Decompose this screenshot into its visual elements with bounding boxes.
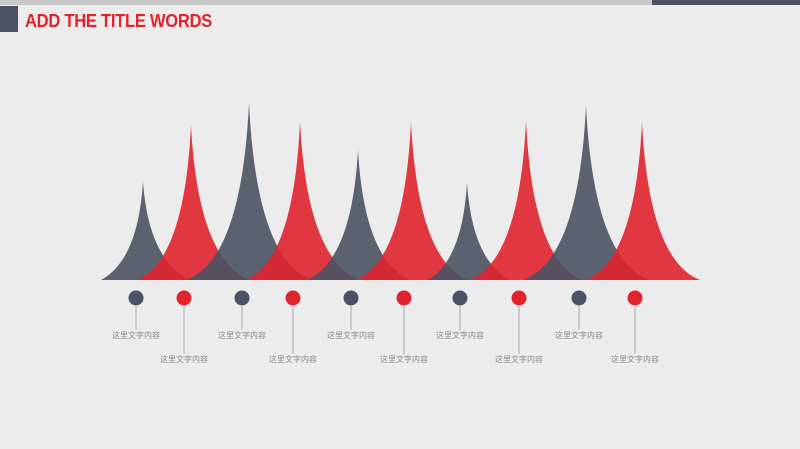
marker-dot-8 — [511, 290, 527, 306]
item-label-3: 这里文字内容 — [218, 330, 266, 340]
item-label-8: 这里文字内容 — [495, 354, 543, 364]
peak-4 — [246, 122, 360, 280]
item-label-10: 这里文字内容 — [611, 354, 659, 364]
marker-dot-5 — [343, 290, 359, 306]
marker-dot-6 — [396, 290, 412, 306]
peak-5 — [307, 150, 410, 280]
marker-dot-3 — [234, 290, 250, 306]
title-marker — [0, 6, 18, 32]
page-title: ADD THE TITLE WORDS — [25, 11, 213, 31]
peak-9 — [523, 106, 650, 280]
item-label-4: 这里文字内容 — [269, 354, 317, 364]
item-label-2: 这里文字内容 — [160, 354, 208, 364]
peak-7 — [428, 183, 510, 280]
marker-dot-4 — [285, 290, 301, 306]
peak-2 — [137, 125, 250, 280]
item-label-5: 这里文字内容 — [327, 330, 375, 340]
markers-layer: 这里文字内容这里文字内容这里文字内容这里文字内容这里文字内容这里文字内容这里文字… — [112, 290, 659, 364]
peak-3 — [186, 103, 312, 280]
marker-dot-10 — [627, 290, 643, 306]
item-label-6: 这里文字内容 — [380, 354, 428, 364]
top-bar-dark — [652, 0, 800, 5]
marker-dot-7 — [452, 290, 468, 306]
item-label-9: 这里文字内容 — [555, 330, 603, 340]
marker-dot-9 — [571, 290, 587, 306]
peak-6 — [356, 122, 468, 280]
peak-1 — [101, 182, 190, 280]
marker-dot-1 — [128, 290, 144, 306]
item-label-1: 这里文字内容 — [112, 330, 160, 340]
top-bar-gray — [0, 0, 652, 5]
marker-dot-2 — [176, 290, 192, 306]
item-label-7: 这里文字内容 — [436, 330, 484, 340]
peaks-layer — [101, 103, 700, 280]
peak-10 — [586, 122, 700, 280]
peak-8 — [470, 121, 582, 280]
